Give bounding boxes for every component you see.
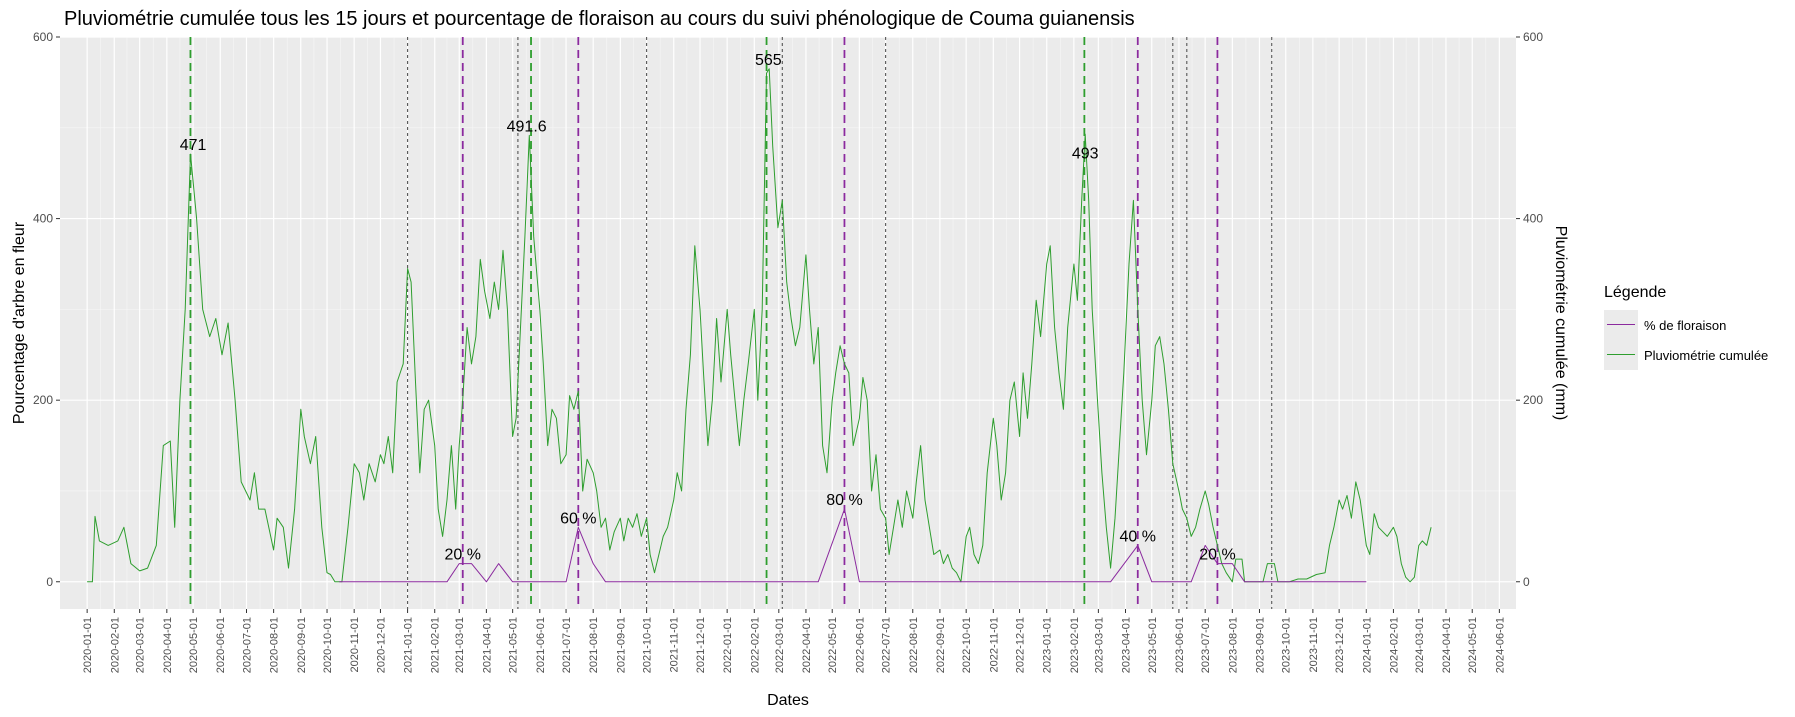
legend-title: Légende xyxy=(1604,284,1667,301)
data-label: 20 % xyxy=(1199,547,1235,564)
series-group xyxy=(87,68,1432,583)
x-tick-label: 2020-04-01 xyxy=(162,617,174,673)
x-tick-label: 2023-07-01 xyxy=(1200,617,1212,673)
x-tick-label: 2020-02-01 xyxy=(109,617,121,673)
annotations: 471 491.6 565 493 20 % 60 % 80 % 40 % 20 % xyxy=(180,52,1236,564)
series-line-floraison xyxy=(339,508,1367,583)
x-tick-label: 2024-01-01 xyxy=(1361,617,1373,673)
x-tick-label: 2021-01-01 xyxy=(403,617,415,673)
data-label: 80 % xyxy=(826,492,862,509)
x-tick-label: 2024-04-01 xyxy=(1441,617,1453,673)
legend-item-pluviometrie: Pluviométrie cumulée xyxy=(1604,340,1794,370)
x-tick-label: 2021-10-01 xyxy=(642,617,654,673)
y-tick-label-left: 400 xyxy=(33,212,53,226)
x-tick-label: 2020-07-01 xyxy=(241,617,253,673)
y-tick-label-left: 600 xyxy=(33,30,53,44)
x-tick-label: 2022-06-01 xyxy=(854,617,866,673)
data-label: 20 % xyxy=(445,547,481,564)
plot-panel xyxy=(60,37,1516,609)
x-tick-label: 2023-11-01 xyxy=(1308,617,1320,672)
x-tick-label: 2021-04-01 xyxy=(481,617,493,673)
x-tick-label: 2021-02-01 xyxy=(430,617,442,673)
legend-label-floraison: % de floraison xyxy=(1644,317,1727,333)
legend: Légende % de floraison Pluviométrie cumu… xyxy=(1604,284,1794,370)
x-tick-label: 2020-05-01 xyxy=(188,617,200,673)
x-tick-label: 2021-09-01 xyxy=(615,617,627,673)
data-label: 471 xyxy=(180,137,207,154)
x-tick-label: 2022-11-01 xyxy=(988,617,1000,672)
x-tick-label: 2021-08-01 xyxy=(588,617,600,673)
x-tick-label: 2020-03-01 xyxy=(135,617,147,673)
x-tick-label: 2023-05-01 xyxy=(1147,617,1159,673)
chart-title: Pluviométrie cumulée tous les 15 jours e… xyxy=(64,8,1135,30)
y-tick-label-right: 400 xyxy=(1523,212,1543,226)
x-tick-label: 2022-10-01 xyxy=(961,617,973,673)
legend-swatch-floraison xyxy=(1607,324,1635,325)
series-line-pluviometrie xyxy=(87,68,1432,583)
x-tick-label: 2023-02-01 xyxy=(1069,617,1081,673)
x-tick-label: 2021-05-01 xyxy=(508,617,520,673)
y-tick-label-left: 200 xyxy=(33,393,53,407)
legend-key-floraison xyxy=(1604,310,1638,340)
data-label: 491.6 xyxy=(507,118,547,135)
x-axis-label: Dates xyxy=(767,692,809,709)
x-tick-label: 2022-12-01 xyxy=(1015,617,1027,673)
data-label: 565 xyxy=(755,52,782,69)
x-tick-label: 2023-08-01 xyxy=(1227,617,1239,673)
x-tick-label: 2022-08-01 xyxy=(908,617,920,673)
x-tick-label: 2021-11-01 xyxy=(669,617,681,672)
data-label: 60 % xyxy=(560,510,596,527)
x-tick-label: 2022-01-01 xyxy=(722,617,734,673)
x-tick-label: 2020-12-01 xyxy=(375,617,387,673)
reference-lines xyxy=(189,37,1273,609)
y-tick-label-left: 0 xyxy=(46,575,53,589)
x-tick-label: 2020-09-01 xyxy=(296,617,308,673)
x-tick-label: 2024-02-01 xyxy=(1388,617,1400,673)
y-tick-label-right: 0 xyxy=(1523,575,1530,589)
x-tick-label: 2023-10-01 xyxy=(1281,617,1293,673)
x-tick-label: 2024-03-01 xyxy=(1414,617,1426,673)
x-tick-label: 2020-01-01 xyxy=(82,617,94,673)
y-axis-label-left: Pourcentage d'arbre en fleur xyxy=(11,221,28,424)
x-tick-label: 2023-04-01 xyxy=(1121,617,1133,673)
x-tick-label: 2022-05-01 xyxy=(827,617,839,673)
x-tick-label: 2022-02-01 xyxy=(749,617,761,673)
x-tick-label: 2023-03-01 xyxy=(1093,617,1105,673)
x-tick-label: 2023-01-01 xyxy=(1042,617,1054,673)
legend-swatch-pluviometrie xyxy=(1607,354,1635,355)
x-tick-label: 2021-07-01 xyxy=(561,617,573,673)
x-tick-label: 2022-07-01 xyxy=(881,617,893,673)
data-label: 40 % xyxy=(1120,528,1156,545)
x-tick-label: 2020-10-01 xyxy=(322,617,334,673)
data-label: 493 xyxy=(1072,145,1099,162)
x-tick-label: 2024-06-01 xyxy=(1494,617,1506,673)
axes: 0 0 200 200 400 400 600 600 2020-01-01 2020-02-01… xyxy=(33,30,1543,673)
x-tick-label: 2021-06-01 xyxy=(535,617,547,673)
x-tick-label: 2021-12-01 xyxy=(695,617,707,673)
legend-item-floraison: % de floraison xyxy=(1604,310,1794,340)
grid-minor xyxy=(60,37,1516,609)
legend-label-pluviometrie: Pluviométrie cumulée xyxy=(1644,347,1769,363)
x-tick-label: 2022-09-01 xyxy=(935,617,947,673)
x-tick-label: 2024-05-01 xyxy=(1467,617,1479,673)
y-tick-label-right: 200 xyxy=(1523,393,1543,407)
y-tick-label-right: 600 xyxy=(1523,30,1543,44)
legend-key-pluviometrie xyxy=(1604,340,1638,370)
x-tick-label: 2020-11-01 xyxy=(349,617,361,672)
x-tick-label: 2022-04-01 xyxy=(801,617,813,673)
x-tick-label: 2023-06-01 xyxy=(1174,617,1186,673)
x-tick-label: 2023-12-01 xyxy=(1334,617,1346,673)
y-axis-label-right: Pluviométrie cumulée (mm) xyxy=(1552,226,1569,421)
x-tick-label: 2020-06-01 xyxy=(215,617,227,673)
x-tick-label: 2020-08-01 xyxy=(269,617,281,673)
x-tick-label: 2023-09-01 xyxy=(1254,617,1266,673)
x-tick-label: 2022-03-01 xyxy=(774,617,786,673)
x-tick-label: 2021-03-01 xyxy=(454,617,466,673)
